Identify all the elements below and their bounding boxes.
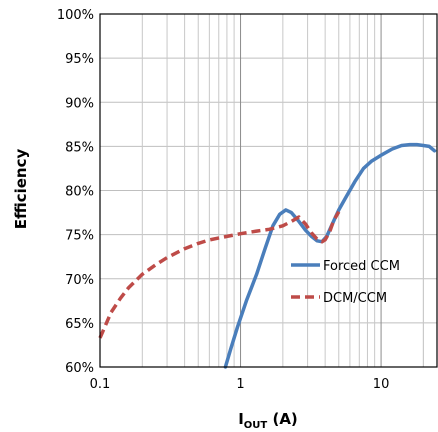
x-tick-label: 10 [373, 377, 390, 392]
y-tick-label: 95% [65, 52, 94, 67]
x-tick-label: 1 [236, 377, 244, 392]
legend: Forced CCM DCM/CCM [291, 259, 400, 306]
y-tick-label: 90% [65, 96, 94, 111]
legend-label-forced-ccm: Forced CCM [323, 259, 400, 274]
y-tick-label: 100% [57, 8, 94, 23]
legend-label-dcm-ccm: DCM/CCM [323, 291, 387, 306]
y-tick-label: 75% [65, 229, 94, 244]
x-axis-title-main: I [238, 410, 244, 428]
grid-lines [99, 13, 437, 368]
y-tick-label: 60% [65, 361, 94, 376]
y-tick-label: 65% [65, 317, 94, 332]
series-lines [98, 142, 437, 369]
y-axis-title: Efficiency [12, 149, 30, 230]
x-tick-labels: 0.1 1 10 [90, 377, 390, 392]
series-line-dcm-ccm [98, 210, 341, 339]
y-tick-label: 70% [65, 273, 94, 288]
plot-frame [99, 13, 438, 368]
series-line-forced-ccm [223, 142, 437, 369]
y-tick-label: 80% [65, 185, 94, 200]
y-tick-label: 85% [65, 140, 94, 155]
y-tick-labels: 60% 65% 70% 75% 80% 85% 90% 95% 100% [57, 8, 94, 376]
x-tick-label: 0.1 [90, 377, 111, 392]
x-axis-title: IOUT (A) [238, 410, 298, 431]
x-axis-title-subscript: OUT [244, 420, 268, 431]
x-axis-title-unit: (A) [267, 410, 298, 428]
